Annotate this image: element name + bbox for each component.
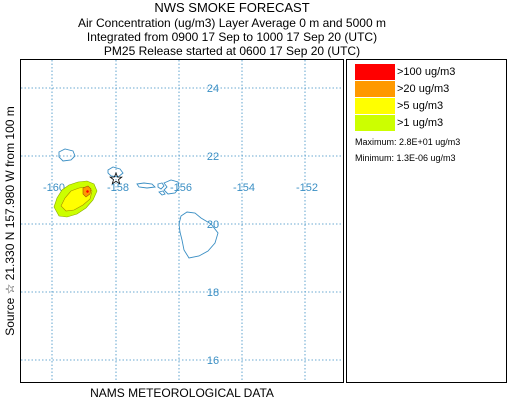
lon-label-152: -152 [296, 182, 318, 194]
source-label-text: Source ☆ 21.330 N 157.980 W from 100 m [3, 106, 17, 336]
plume-gt-100 [86, 190, 89, 193]
subtitle-release: PM25 Release started at 0600 17 Sep 20 (… [103, 44, 361, 58]
legend-label-20: >20 ug/m3 [397, 83, 450, 95]
lat-label-20: 20 [207, 219, 219, 231]
island-niihau-kauai [58, 148, 76, 162]
subtitle-integration: Integrated from 0900 17 Sep to 1000 17 S… [86, 30, 378, 44]
lon-label-154: -154 [233, 182, 255, 194]
legend-swatch-20 [355, 81, 395, 97]
legend-swatch-100 [355, 64, 395, 80]
island-hawaii [178, 211, 219, 259]
subtitle-concentration: Air Concentration (ug/m3) Layer Average … [78, 16, 386, 30]
legend-item-1: >1 ug/m3 [355, 115, 443, 131]
smoke-plume [53, 180, 98, 218]
island-molokai [136, 182, 156, 189]
map-svg: 24 22 20 18 16 -160 -158 -156 -154 -152 [21, 60, 343, 382]
footer-met-data: NAMS METEOROLOGICAL DATA [90, 386, 274, 400]
minimum-value: Minimum: 1.3E-06 ug/m3 [355, 153, 456, 163]
legend-item-5: >5 ug/m3 [355, 98, 443, 114]
legend-label-1: >1 ug/m3 [397, 117, 444, 129]
lon-label-156: -156 [170, 182, 192, 194]
island-oahu [107, 166, 124, 178]
maximum-value: Maximum: 2.8E+01 ug/m3 [355, 137, 461, 147]
lat-label-24: 24 [207, 83, 219, 95]
legend-swatch-1 [355, 115, 395, 131]
source-label: Source ☆ 21.330 N 157.980 W from 100 m [0, 59, 20, 383]
graticule [21, 60, 343, 382]
legend-swatch-5 [355, 98, 395, 114]
lon-label-160: -160 [43, 182, 65, 194]
lat-label-18: 18 [207, 287, 219, 299]
legend-panel: >100 ug/m3 >20 ug/m3 >5 ug/m3 >1 ug/m3 M… [346, 59, 507, 383]
star-icon [109, 171, 123, 185]
legend-item-20: >20 ug/m3 [355, 81, 449, 97]
legend-label-5: >5 ug/m3 [397, 100, 444, 112]
chart-title: NWS SMOKE FORECAST [154, 0, 310, 15]
lon-label-158: -158 [107, 182, 129, 194]
island-lanai [157, 182, 165, 190]
legend-item-100: >100 ug/m3 [355, 64, 455, 80]
lat-label-16: 16 [207, 355, 219, 367]
map-panel: 24 22 20 18 16 -160 -158 -156 -154 -152 [20, 59, 344, 383]
island-kahoolawe [158, 190, 166, 196]
island-maui [163, 179, 180, 195]
legend-label-100: >100 ug/m3 [397, 66, 456, 78]
lat-label-22: 22 [207, 151, 219, 163]
